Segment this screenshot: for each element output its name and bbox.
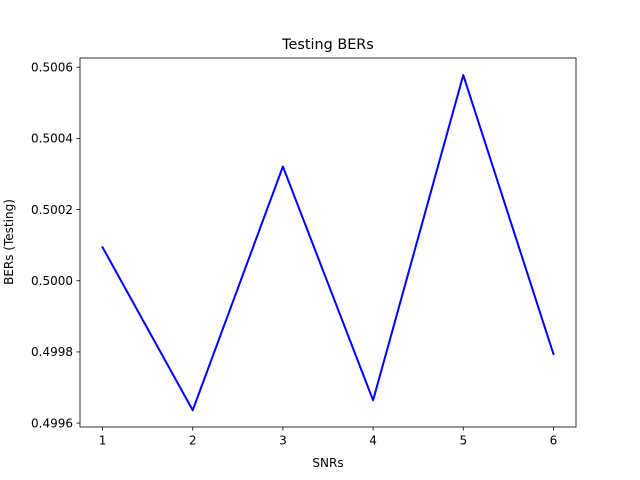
y-tick-label: 0.4996 (31, 416, 73, 430)
x-tick-label: 4 (369, 434, 377, 448)
y-tick-label: 0.5004 (31, 132, 73, 146)
plot-area (101, 74, 555, 412)
y-axis-label: BERs (Testing) (2, 199, 16, 285)
x-tick-label: 1 (99, 434, 107, 448)
y-tick-label: 0.5002 (31, 203, 73, 217)
x-axis-label: SNRs (312, 456, 343, 470)
chart-title: Testing BERs (281, 37, 374, 53)
y-tick-label: 0.5000 (31, 274, 73, 288)
y-tick-label: 0.5006 (31, 61, 73, 75)
y-tick-label: 0.4998 (31, 345, 73, 359)
axes: 1 2 3 4 5 6 0.4996 0.4998 0.5000 0.5002 0.5004 0.50… (31, 57, 577, 448)
axes-frame (79, 57, 577, 428)
x-tick-label: 2 (189, 434, 197, 448)
series-line-0 (101, 74, 555, 412)
x-tick-label: 3 (279, 434, 287, 448)
x-tick-label: 6 (550, 434, 558, 448)
x-tick-label: 5 (459, 434, 467, 448)
